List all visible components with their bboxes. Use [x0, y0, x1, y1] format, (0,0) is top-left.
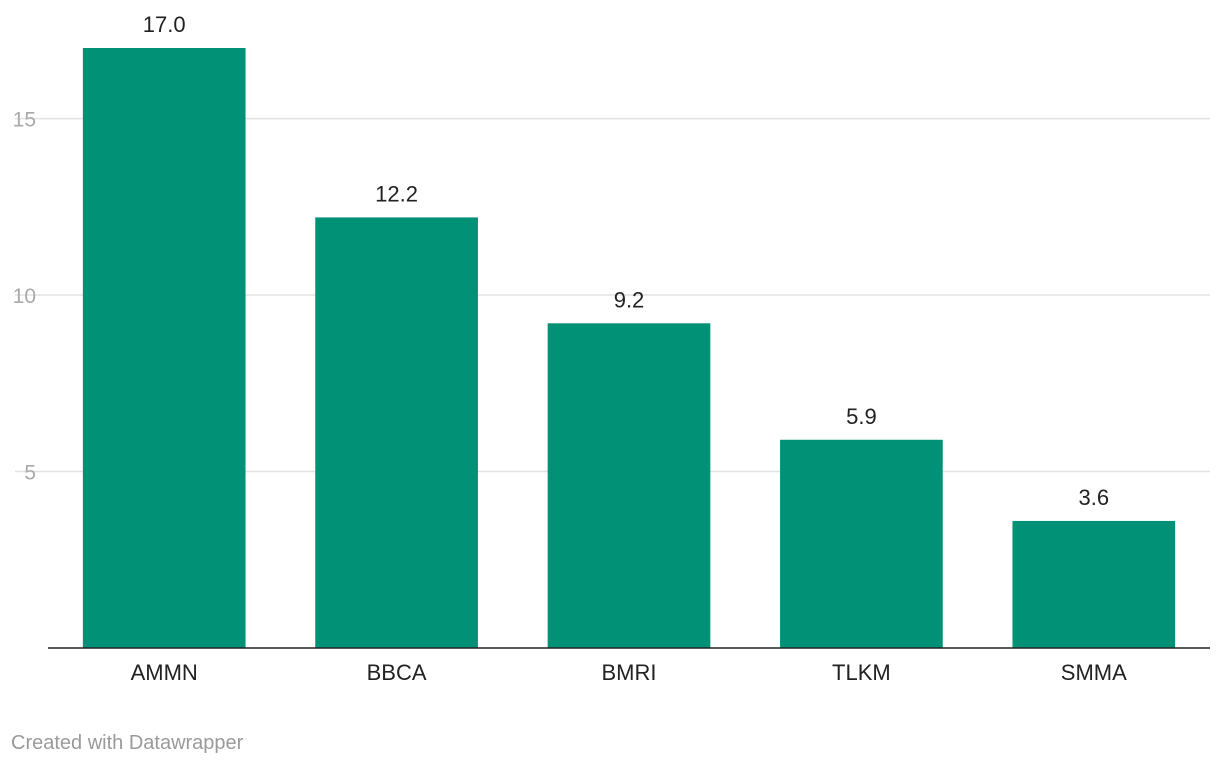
bar-smma — [1012, 520, 1176, 648]
bars — [82, 48, 1176, 649]
value-label-bbca: 12.2 — [375, 181, 418, 206]
labels: 5 10 15 17.0 AMMN 12.2 BBCA 9.2 BMRI 5.9 TLKM 3.6 SM… — [13, 12, 1210, 685]
value-label-ammn: 17.0 — [143, 12, 186, 37]
category-label-ammn: AMMN — [131, 660, 198, 685]
value-label-smma: 3.6 — [1079, 485, 1110, 510]
category-label-tlkm: TLKM — [832, 660, 891, 685]
footer-credit[interactable]: Created with Datawrapper — [11, 732, 244, 754]
category-label-bmri: BMRI — [602, 660, 657, 685]
y-tick-label-10: 10 — [13, 285, 36, 308]
category-label-smma: SMMA — [1061, 660, 1127, 685]
bar-bbca — [315, 217, 478, 649]
value-label-tlkm: 5.9 — [846, 404, 877, 429]
bar-ammn — [82, 48, 246, 648]
y-tick-label-5: 5 — [24, 462, 36, 485]
value-label-bmri: 9.2 — [614, 287, 645, 312]
bar-tlkm — [780, 439, 943, 648]
bar-bmri — [547, 323, 711, 648]
y-tick-label-15: 15 — [13, 109, 36, 132]
category-label-bbca: BBCA — [367, 660, 427, 685]
